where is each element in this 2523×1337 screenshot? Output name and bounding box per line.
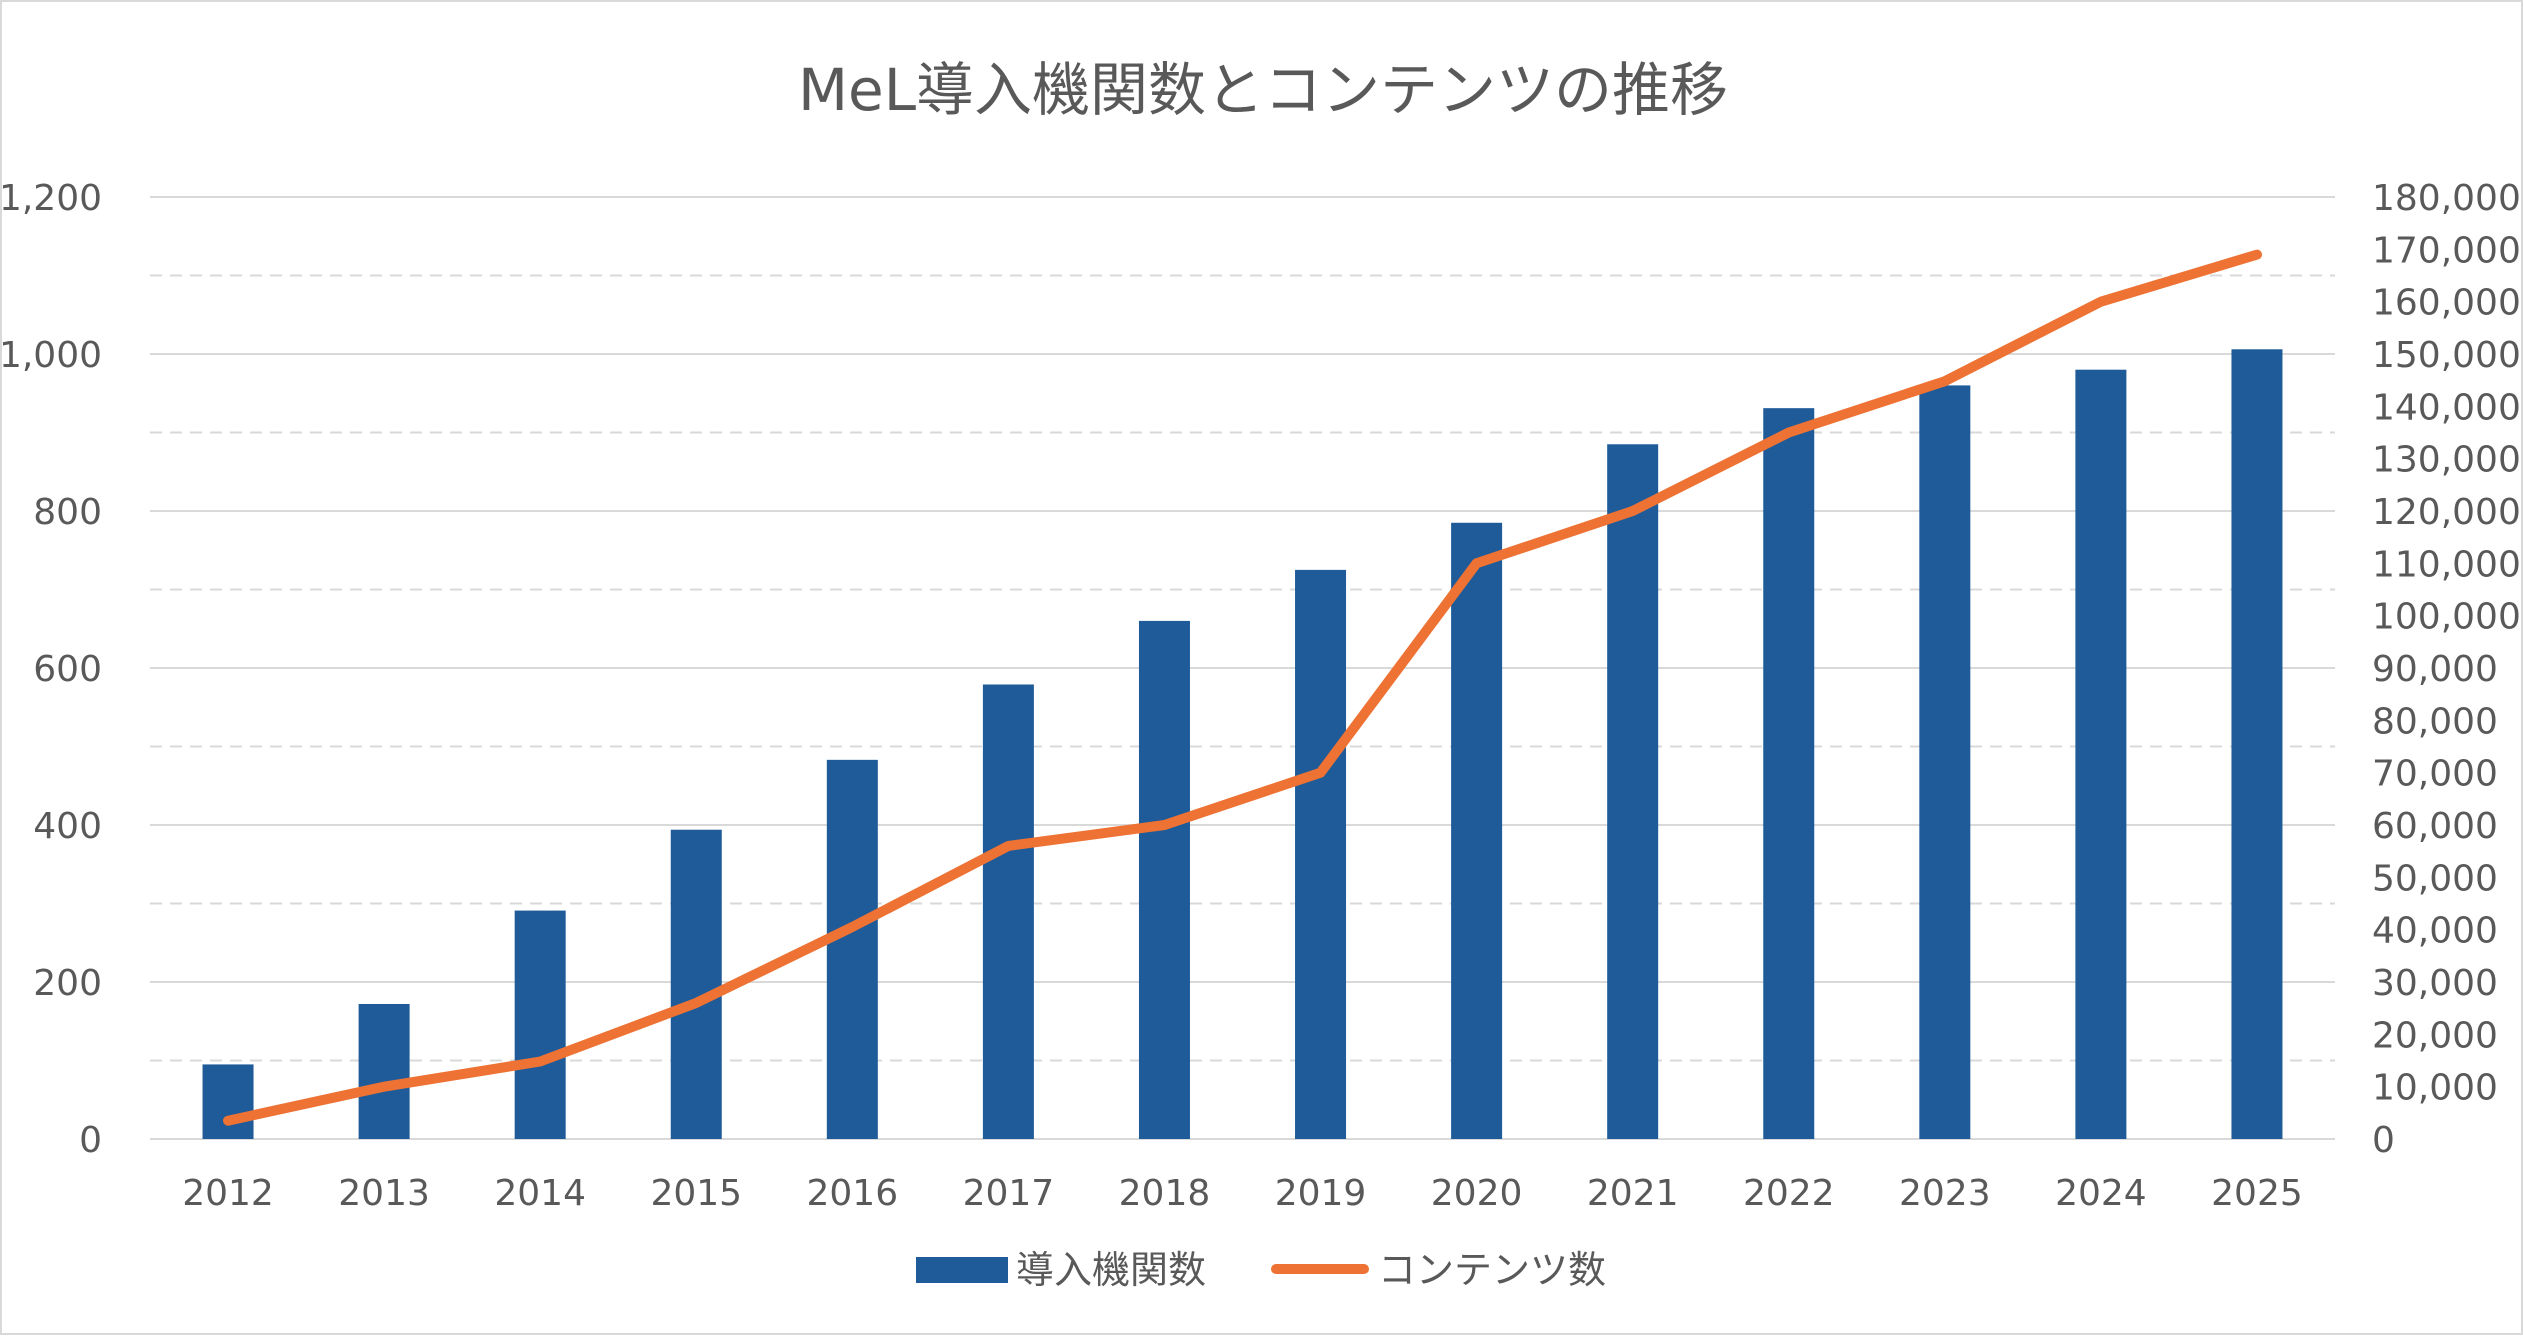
- bar-2022: [1763, 408, 1815, 1139]
- x-tick-label: 2014: [494, 1173, 586, 1214]
- axes: 0 200 400 600 800 1,000 1,200 0 10,000 20,000 30,0…: [2, 178, 2521, 1214]
- x-tick-label: 2019: [1275, 1173, 1367, 1214]
- y2-tick-label: 110,000: [2372, 544, 2521, 585]
- bar-2013: [358, 1003, 410, 1139]
- y2-tick-label: 150,000: [2372, 335, 2521, 376]
- bar-2025: [2231, 349, 2283, 1139]
- bar-2018: [1138, 620, 1190, 1139]
- bar-2017: [982, 684, 1034, 1139]
- y2-tick-label: 30,000: [2372, 963, 2498, 1004]
- x-tick-label: 2021: [1587, 1173, 1679, 1214]
- x-tick-label: 2012: [182, 1173, 274, 1214]
- bar-2020: [1451, 522, 1503, 1139]
- y-tick-label: 400: [33, 806, 102, 847]
- x-tick-label: 2018: [1119, 1173, 1211, 1214]
- x-tick-label: 2022: [1743, 1173, 1835, 1214]
- y2-tick-label: 180,000: [2372, 178, 2521, 219]
- bar-2024: [2075, 369, 2127, 1139]
- bar-2016: [826, 759, 878, 1139]
- y2-tick-label: 60,000: [2372, 806, 2498, 847]
- chart-title: MeL導入機関数とコンテンツの推移: [798, 56, 1728, 124]
- y-tick-label: 1,200: [2, 178, 102, 219]
- bar-series: [202, 349, 2283, 1139]
- legend: 導入機関数 コンテンツ数: [916, 1248, 1606, 1292]
- y-tick-label: 200: [33, 963, 102, 1004]
- y2-tick-label: 70,000: [2372, 754, 2498, 795]
- y-tick-label: 800: [33, 492, 102, 533]
- y2-tick-label: 0: [2372, 1120, 2395, 1161]
- x-tick-label: 2023: [1899, 1173, 1991, 1214]
- x-tick-label: 2015: [650, 1173, 742, 1214]
- y2-tick-label: 160,000: [2372, 283, 2521, 324]
- legend-swatch-bar: [916, 1257, 1008, 1283]
- y2-tick-label: 10,000: [2372, 1068, 2498, 1109]
- y2-tick-label: 40,000: [2372, 911, 2498, 952]
- bar-2012: [202, 1064, 254, 1139]
- legend-label-bar: 導入機関数: [1016, 1248, 1206, 1292]
- gridlines: [150, 196, 2335, 1140]
- y2-tick-label: 80,000: [2372, 701, 2498, 742]
- series-line-contents: [223, 249, 2262, 1126]
- y-tick-label: 600: [33, 649, 102, 690]
- bar-2021: [1607, 444, 1659, 1139]
- bar-2014: [514, 910, 566, 1139]
- y-tick-label: 0: [79, 1120, 102, 1161]
- y2-tick-label: 120,000: [2372, 492, 2521, 533]
- x-tick-label: 2017: [963, 1173, 1055, 1214]
- y2-tick-label: 140,000: [2372, 387, 2521, 428]
- x-tick-label: 2020: [1431, 1173, 1523, 1214]
- y2-tick-label: 130,000: [2372, 440, 2521, 481]
- y2-tick-label: 20,000: [2372, 1015, 2498, 1056]
- y2-tick-label: 50,000: [2372, 858, 2498, 899]
- y2-tick-label: 90,000: [2372, 649, 2498, 690]
- legend-label-line: コンテンツ数: [1378, 1248, 1606, 1292]
- y2-tick-label: 100,000: [2372, 597, 2521, 638]
- y-tick-label: 1,000: [2, 335, 102, 376]
- x-tick-label: 2025: [2211, 1173, 2303, 1214]
- bar-2019: [1295, 569, 1347, 1139]
- x-tick-label: 2024: [2055, 1173, 2147, 1214]
- y2-tick-label: 170,000: [2372, 230, 2521, 271]
- x-tick-label: 2013: [338, 1173, 430, 1214]
- line-series: [223, 249, 2262, 1126]
- x-tick-label: 2016: [807, 1173, 899, 1214]
- bar-2023: [1919, 385, 1971, 1139]
- bar-2015: [670, 829, 722, 1139]
